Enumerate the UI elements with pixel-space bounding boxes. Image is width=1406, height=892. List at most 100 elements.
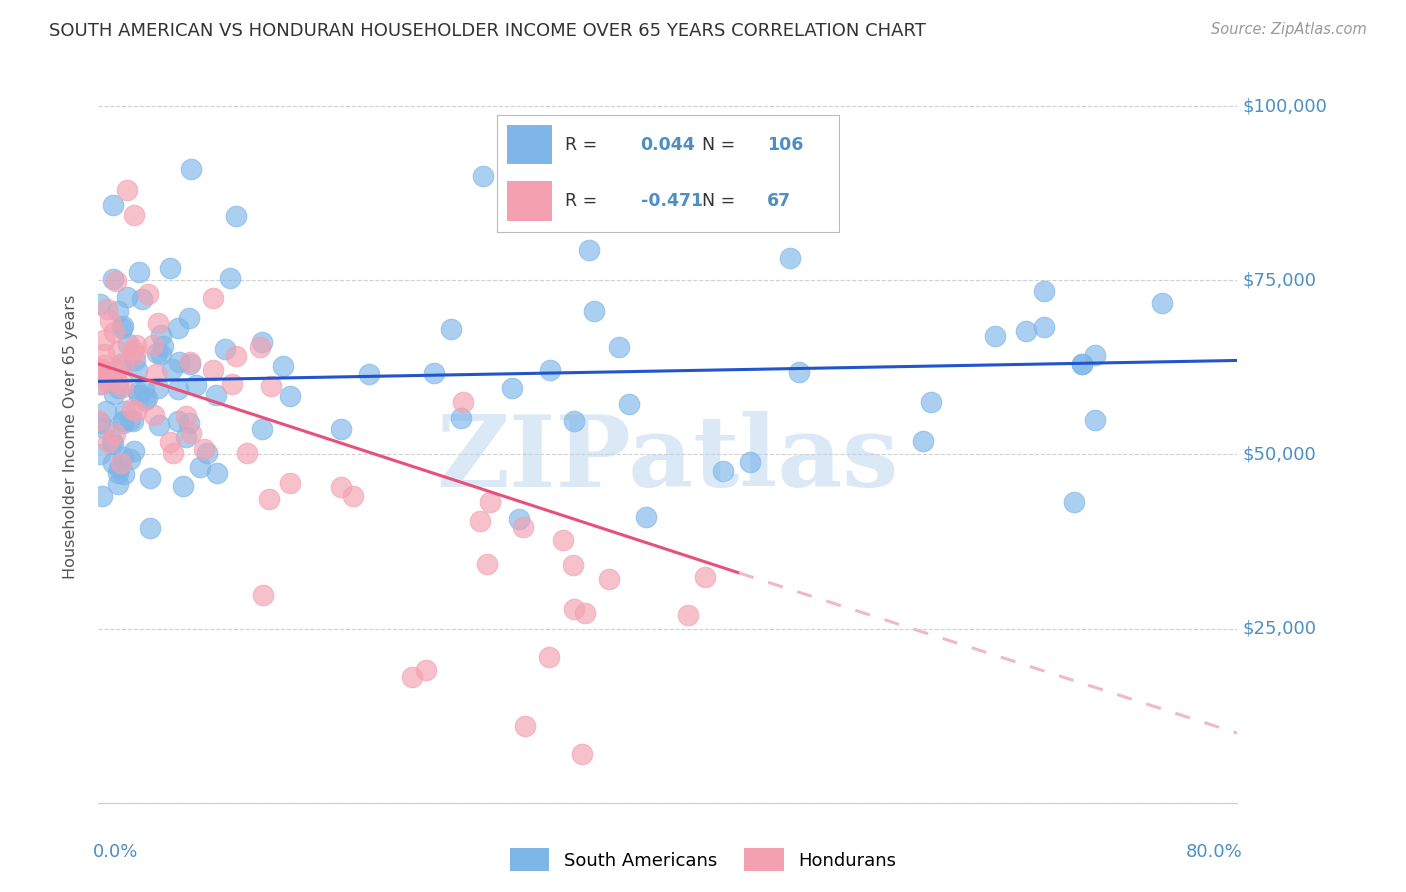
Point — [205, 388, 228, 402]
Point — [107, 304, 129, 318]
Point — [89, 362, 111, 376]
Point — [94, 369, 117, 384]
Point — [1152, 296, 1174, 310]
Point — [107, 376, 129, 390]
Point — [150, 347, 173, 361]
Point — [578, 243, 600, 257]
Point — [120, 413, 142, 427]
Point — [117, 337, 139, 351]
Text: ZIPatlas: ZIPatlas — [437, 410, 898, 508]
Point — [124, 443, 146, 458]
Point — [779, 251, 801, 265]
Point — [342, 489, 364, 503]
Point — [89, 416, 111, 430]
Point — [105, 274, 128, 288]
Point — [167, 382, 190, 396]
Point — [235, 446, 257, 460]
Point — [676, 608, 699, 623]
Point — [562, 558, 585, 573]
Point — [146, 381, 169, 395]
Point — [553, 533, 575, 547]
Point — [110, 357, 132, 371]
Point — [1015, 324, 1038, 338]
Point — [89, 297, 111, 311]
Point — [330, 422, 353, 436]
Point — [1070, 357, 1092, 371]
Point — [89, 377, 111, 392]
Point — [1084, 348, 1107, 362]
Point — [159, 260, 181, 275]
Point — [111, 414, 134, 428]
Point — [415, 664, 437, 678]
Point — [278, 476, 301, 491]
Point — [131, 293, 153, 307]
Point — [103, 437, 125, 451]
Point — [201, 291, 224, 305]
Point — [501, 381, 523, 395]
Point — [124, 352, 146, 367]
Point — [132, 383, 155, 397]
Point — [142, 338, 165, 352]
Point — [250, 422, 273, 436]
Point — [423, 366, 446, 380]
Point — [122, 414, 145, 428]
Point — [125, 404, 148, 418]
Point — [121, 401, 143, 416]
Point — [108, 461, 131, 475]
Point — [1063, 495, 1085, 509]
Point — [128, 388, 150, 402]
Point — [911, 434, 934, 449]
Point — [1033, 284, 1056, 298]
Point — [112, 467, 135, 482]
Point — [225, 210, 247, 224]
Point — [693, 570, 716, 584]
Point — [93, 421, 115, 435]
Point — [103, 386, 125, 401]
Point — [537, 650, 560, 665]
Point — [152, 339, 174, 353]
Point — [150, 327, 173, 342]
Point — [278, 389, 301, 403]
Point — [787, 366, 810, 380]
Y-axis label: Householder Income Over 65 years: Householder Income Over 65 years — [63, 295, 77, 579]
Point — [166, 414, 188, 428]
Point — [94, 373, 117, 387]
Point — [111, 318, 134, 333]
Point — [562, 602, 585, 616]
Point — [249, 340, 271, 354]
Point — [90, 361, 112, 376]
Point — [96, 301, 118, 316]
Point — [111, 320, 134, 334]
Point — [138, 470, 160, 484]
Point — [207, 466, 229, 480]
Point — [107, 381, 129, 395]
Point — [329, 480, 352, 494]
Point — [146, 345, 169, 359]
Point — [607, 340, 630, 354]
Point — [162, 446, 184, 460]
Text: $50,000: $50,000 — [1243, 445, 1317, 464]
Point — [179, 357, 201, 371]
Point — [136, 287, 159, 301]
Point — [90, 489, 112, 503]
Point — [571, 747, 593, 761]
Point — [114, 404, 136, 418]
Point — [127, 363, 149, 377]
Point — [920, 394, 942, 409]
Point — [104, 427, 127, 442]
Text: 80.0%: 80.0% — [1187, 843, 1243, 861]
Point — [260, 379, 283, 393]
Point — [112, 379, 135, 393]
Point — [111, 416, 134, 430]
Point — [598, 572, 620, 586]
Point — [148, 417, 170, 432]
Point — [128, 265, 150, 279]
Point — [195, 446, 218, 460]
Point — [87, 413, 110, 427]
Point — [219, 271, 242, 285]
Point — [252, 334, 274, 349]
Point — [101, 198, 124, 212]
Point — [93, 347, 115, 361]
Point — [188, 460, 211, 475]
Point — [107, 477, 129, 491]
